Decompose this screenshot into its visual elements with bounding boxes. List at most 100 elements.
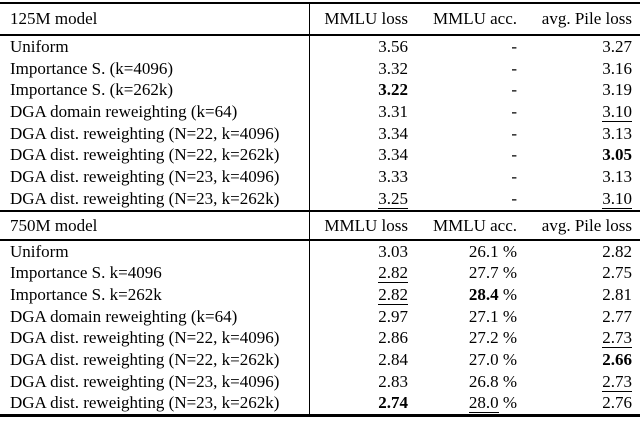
method-cell: DGA dist. reweighting (N=23, k=262k): [0, 392, 310, 415]
cell-value: 3.13: [602, 123, 632, 143]
mmlu-acc-cell: 27.7 %: [410, 262, 519, 284]
mmlu-acc-cell: 26.1 %: [410, 241, 519, 263]
percent-suffix: %: [498, 241, 517, 261]
section-header-750m: 750M model MMLU loss MMLU acc. avg. Pile…: [0, 211, 640, 239]
table-row: Importance S. (k=4096) 3.32 - 3.16: [0, 57, 640, 80]
header-rule: [0, 34, 640, 36]
pile-loss-cell: 2.82: [519, 241, 640, 263]
mmlu-loss-cell: 3.34: [310, 144, 410, 166]
cell-value: 2.74: [378, 393, 408, 413]
cell-value: 2.77: [602, 306, 632, 326]
cell-value: 3.25: [378, 188, 408, 209]
cell-value: -: [511, 145, 517, 165]
method-cell: Importance S. k=4096: [0, 262, 310, 284]
mmlu-loss-cell: 2.74: [310, 392, 410, 414]
table-row: Uniform 3.56 - 3.27: [0, 36, 640, 58]
model-label: 750M model: [0, 211, 310, 239]
cell-value: 3.13: [602, 167, 632, 187]
col-header-mmlu-acc: MMLU acc.: [432, 9, 517, 28]
mmlu-loss-cell: 2.82: [310, 284, 410, 306]
mmlu-loss-cell: 3.31: [310, 101, 410, 123]
mmlu-loss-cell: 2.82: [310, 262, 410, 284]
cell-value: 28.0: [468, 393, 499, 414]
pile-loss-cell: 3.05: [519, 144, 640, 166]
method-cell: Uniform: [0, 36, 310, 58]
cell-value: 3.10: [602, 102, 632, 123]
cell-value: 2.73: [602, 328, 632, 349]
mmlu-acc-cell: -: [410, 188, 519, 210]
cell-value: 2.83: [378, 371, 408, 391]
table-row: DGA dist. reweighting (N=23, k=262k) 3.25…: [0, 187, 640, 210]
cell-value: -: [511, 123, 517, 143]
bottom-rule: [0, 414, 640, 417]
pile-loss-cell: 3.27: [519, 36, 640, 58]
cell-value: 2.81: [602, 284, 632, 304]
mmlu-acc-cell: 27.2 %: [410, 327, 519, 349]
pile-loss-cell: 3.13: [519, 123, 640, 145]
cell-value: 3.16: [602, 58, 632, 78]
mmlu-loss-cell: 2.86: [310, 327, 410, 349]
mmlu-acc-cell: -: [410, 101, 519, 123]
table-row: DGA dist. reweighting (N=22, k=262k) 2.84…: [0, 348, 640, 371]
method-cell: DGA domain reweighting (k=64): [0, 101, 310, 123]
mmlu-loss-cell: 3.25: [310, 188, 410, 210]
mmlu-acc-cell: 28.4 %: [410, 284, 519, 306]
mmlu-acc-cell: 28.0 %: [410, 392, 519, 414]
col-header-mmlu-acc: MMLU acc.: [432, 215, 517, 235]
pile-loss-cell: 2.81: [519, 284, 640, 306]
pile-loss-cell: 2.73: [519, 371, 640, 393]
cell-value: 3.05: [602, 145, 632, 165]
mmlu-acc-cell: -: [410, 58, 519, 80]
mmlu-acc-cell: -: [410, 123, 519, 145]
method-cell: DGA dist. reweighting (N=22, k=4096): [0, 327, 310, 349]
cell-value: 3.34: [378, 123, 408, 143]
col-header-mmlu-loss: MMLU loss: [324, 9, 408, 28]
mmlu-loss-cell: 3.34: [310, 123, 410, 145]
table-row: Importance S. k=4096 2.82 27.7 % 2.75: [0, 262, 640, 284]
cell-value: 2.86: [378, 328, 408, 348]
cell-value: 3.56: [378, 37, 408, 56]
cell-value: 26.8: [468, 371, 499, 391]
cell-value: 3.22: [378, 80, 408, 100]
pile-loss-cell: 3.10: [519, 101, 640, 123]
model-label: 125M model: [0, 4, 310, 34]
cell-value: 3.10: [602, 188, 632, 209]
table-row: Importance S. k=262k 2.82 28.4 % 2.81: [0, 283, 640, 306]
rows-125m: Uniform 3.56 - 3.27 Importance S. (k=4096) 3.…: [0, 36, 640, 210]
mmlu-loss-cell: 3.56: [310, 36, 410, 58]
pile-loss-cell: 3.19: [519, 79, 640, 101]
cell-value: 3.19: [602, 80, 632, 100]
cell-value: 3.34: [378, 145, 408, 165]
method-cell: DGA dist. reweighting (N=23, k=4096): [0, 370, 310, 393]
mmlu-acc-cell: 27.1 %: [410, 306, 519, 328]
percent-suffix: %: [498, 349, 517, 369]
pile-loss-cell: 2.76: [519, 392, 640, 414]
method-cell: Importance S. (k=4096): [0, 57, 310, 80]
method-cell: DGA dist. reweighting (N=23, k=4096): [0, 166, 310, 188]
mmlu-acc-cell: -: [410, 79, 519, 101]
percent-suffix: %: [498, 284, 517, 304]
cell-value: 2.82: [602, 241, 632, 261]
pile-loss-cell: 3.16: [519, 58, 640, 80]
method-cell: Importance S. k=262k: [0, 283, 310, 306]
method-cell: DGA dist. reweighting (N=22, k=262k): [0, 144, 310, 167]
cell-value: 2.97: [378, 306, 408, 326]
method-cell: DGA dist. reweighting (N=23, k=262k): [0, 187, 310, 210]
table-row: DGA dist. reweighting (N=23, k=4096) 3.33…: [0, 166, 640, 188]
percent-suffix: %: [498, 371, 517, 391]
table-row: DGA dist. reweighting (N=23, k=4096) 2.83…: [0, 370, 640, 393]
table-row: DGA domain reweighting (k=64) 2.97 27.1 % 2…: [0, 305, 640, 328]
mmlu-loss-cell: 2.84: [310, 349, 410, 371]
percent-suffix: %: [498, 306, 517, 326]
pile-loss-cell: 2.75: [519, 262, 640, 284]
cell-value: -: [511, 58, 517, 78]
table-row: DGA dist. reweighting (N=23, k=262k) 2.74…: [0, 392, 640, 415]
table-row: DGA dist. reweighting (N=22, k=262k) 3.34…: [0, 144, 640, 167]
percent-suffix: %: [498, 328, 517, 348]
cell-value: 27.0: [468, 349, 499, 369]
table-row: Uniform 3.03 26.1 % 2.82: [0, 240, 640, 263]
cell-value: 28.4: [468, 284, 499, 304]
col-header-mmlu-loss: MMLU loss: [324, 215, 408, 235]
cell-value: 3.31: [378, 102, 408, 122]
